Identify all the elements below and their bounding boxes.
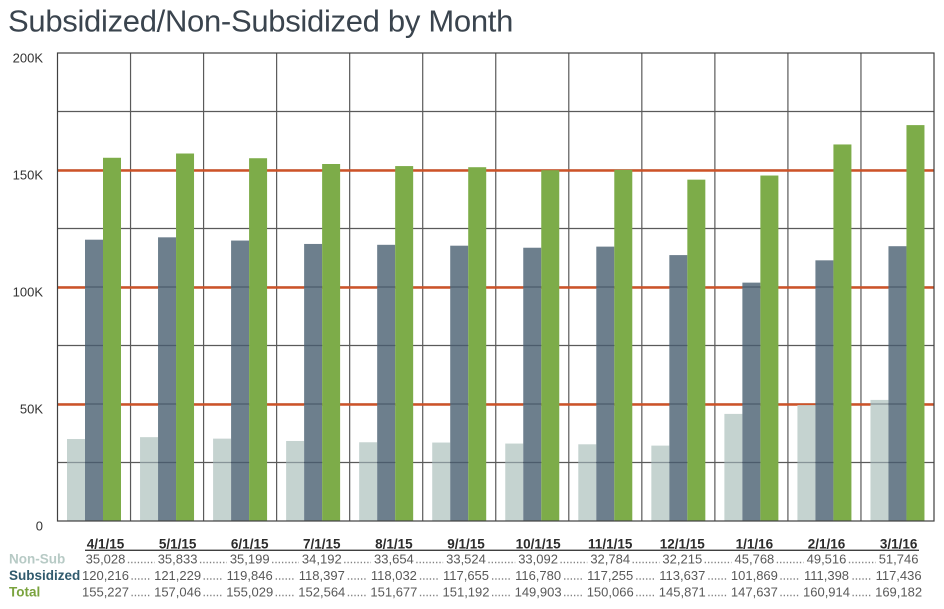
svg-text:200K: 200K	[13, 51, 44, 66]
svg-text:155,029: 155,029	[226, 585, 273, 600]
svg-text:1/1/16: 1/1/16	[736, 537, 774, 552]
svg-text:51,746: 51,746	[879, 552, 919, 567]
svg-text:33,092: 33,092	[518, 552, 558, 567]
svg-text:8/1/15: 8/1/15	[375, 537, 413, 552]
svg-text:32,215: 32,215	[662, 552, 702, 567]
svg-text:34,192: 34,192	[302, 552, 342, 567]
svg-text:169,182: 169,182	[875, 585, 922, 600]
svg-text:150,066: 150,066	[587, 585, 634, 600]
svg-text:2/1/16: 2/1/16	[808, 537, 846, 552]
svg-text:160,914: 160,914	[803, 585, 850, 600]
svg-text:10/1/15: 10/1/15	[516, 537, 562, 552]
svg-text:12/1/15: 12/1/15	[660, 537, 706, 552]
svg-text:0: 0	[36, 519, 43, 534]
svg-text:116,780: 116,780	[515, 568, 561, 583]
svg-text:100K: 100K	[13, 285, 44, 300]
svg-text:119,846: 119,846	[227, 568, 273, 583]
svg-text:Total: Total	[9, 585, 40, 600]
svg-text:35,833: 35,833	[158, 552, 198, 567]
svg-text:5/1/15: 5/1/15	[159, 537, 197, 552]
svg-text:121,229: 121,229	[154, 568, 201, 583]
svg-text:155,227: 155,227	[82, 585, 129, 600]
svg-text:150K: 150K	[13, 168, 44, 183]
svg-text:111,398: 111,398	[804, 568, 849, 583]
svg-text:7/1/15: 7/1/15	[303, 537, 341, 552]
svg-text:3/1/16: 3/1/16	[880, 537, 918, 552]
svg-text:33,524: 33,524	[446, 552, 486, 567]
svg-text:117,436: 117,436	[876, 568, 922, 583]
svg-text:157,046: 157,046	[154, 585, 201, 600]
svg-text:101,869: 101,869	[731, 568, 778, 583]
svg-text:Subsidized: Subsidized	[9, 568, 80, 583]
svg-text:4/1/15: 4/1/15	[87, 537, 125, 552]
svg-text:Subsidized/Non-Subsidized by M: Subsidized/Non-Subsidized by Month	[8, 4, 513, 39]
svg-text:118,032: 118,032	[371, 568, 417, 583]
svg-text:147,637: 147,637	[731, 585, 778, 600]
svg-text:117,655: 117,655	[443, 568, 489, 583]
svg-text:33,654: 33,654	[374, 552, 414, 567]
svg-text:11/1/15: 11/1/15	[588, 537, 633, 552]
svg-text:50K: 50K	[20, 402, 43, 417]
svg-text:49,516: 49,516	[807, 552, 847, 567]
svg-text:113,637: 113,637	[659, 568, 705, 583]
svg-text:152,564: 152,564	[298, 585, 345, 600]
svg-text:9/1/15: 9/1/15	[447, 537, 485, 552]
svg-text:117,255: 117,255	[587, 568, 633, 583]
svg-text:45,768: 45,768	[735, 552, 775, 567]
svg-text:35,199: 35,199	[230, 552, 270, 567]
svg-text:151,677: 151,677	[370, 585, 417, 600]
svg-text:151,192: 151,192	[443, 585, 490, 600]
svg-text:6/1/15: 6/1/15	[231, 537, 269, 552]
svg-text:Non-Sub: Non-Sub	[9, 552, 65, 567]
svg-text:118,397: 118,397	[299, 568, 345, 583]
svg-text:32,784: 32,784	[590, 552, 630, 567]
svg-text:120,216: 120,216	[82, 568, 129, 583]
svg-text:145,871: 145,871	[659, 585, 706, 600]
svg-text:35,028: 35,028	[86, 552, 126, 567]
svg-text:149,903: 149,903	[515, 585, 562, 600]
